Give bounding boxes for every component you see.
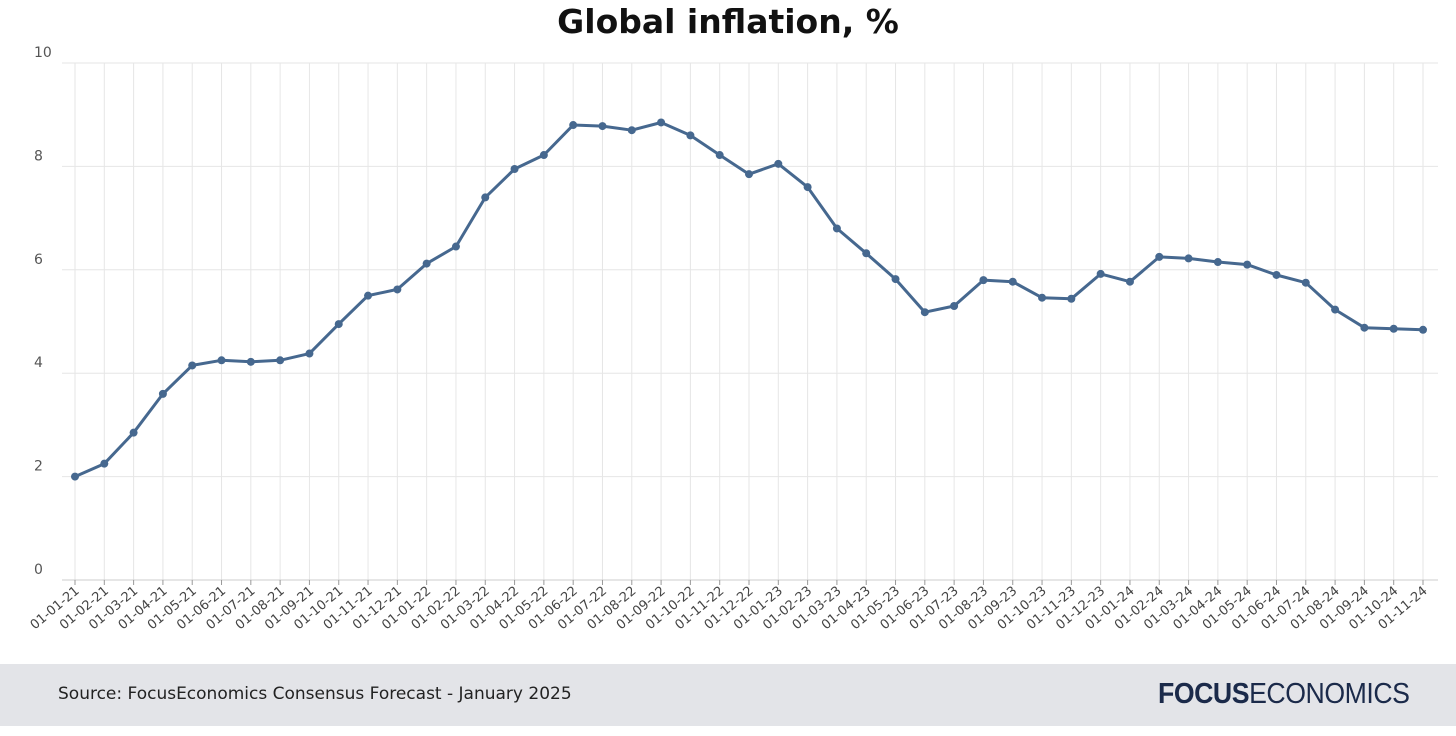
data-point[interactable] — [1213, 258, 1222, 267]
data-point[interactable] — [451, 242, 460, 251]
data-point[interactable] — [1360, 323, 1369, 332]
data-point[interactable] — [1184, 254, 1193, 263]
series-layer — [71, 118, 1427, 481]
y-tick-label: 4 — [34, 355, 43, 371]
data-point[interactable] — [774, 159, 783, 168]
data-point[interactable] — [920, 308, 929, 317]
data-point[interactable] — [217, 356, 226, 365]
data-point[interactable] — [686, 131, 695, 140]
data-point[interactable] — [1125, 277, 1134, 286]
data-point[interactable] — [1272, 270, 1281, 279]
data-point[interactable] — [305, 349, 314, 358]
data-point[interactable] — [71, 472, 79, 481]
data-point[interactable] — [1096, 269, 1105, 278]
data-point[interactable] — [1301, 278, 1310, 287]
data-point[interactable] — [510, 164, 519, 173]
footer-bar: Source: FocusEconomics Consensus Forecas… — [0, 664, 1456, 726]
data-point[interactable] — [100, 459, 109, 468]
data-point[interactable] — [950, 301, 959, 310]
data-point[interactable] — [1331, 305, 1340, 314]
y-tick-label: 2 — [34, 459, 43, 475]
chart-title: Global inflation, % — [557, 2, 899, 41]
y-tick-label: 6 — [34, 252, 43, 268]
data-point[interactable] — [1155, 252, 1164, 261]
data-point[interactable] — [1389, 324, 1398, 333]
data-point[interactable] — [393, 285, 402, 294]
data-point[interactable] — [129, 428, 138, 437]
data-point[interactable] — [657, 118, 666, 127]
data-point[interactable] — [276, 356, 285, 365]
data-point[interactable] — [979, 276, 988, 285]
data-point[interactable] — [246, 357, 255, 366]
data-point[interactable] — [715, 151, 724, 160]
y-tick-label: 8 — [34, 148, 43, 164]
data-point[interactable] — [627, 126, 636, 135]
brand-logo-light: ECONOMICS — [1249, 678, 1410, 710]
brand-logo: FOCUSECONOMICS — [1158, 678, 1410, 711]
data-point[interactable] — [745, 170, 753, 179]
data-point[interactable] — [422, 259, 431, 268]
data-point[interactable] — [803, 183, 812, 192]
data-point[interactable] — [1067, 294, 1076, 303]
data-point[interactable] — [364, 291, 373, 300]
data-point[interactable] — [1038, 293, 1047, 302]
data-point[interactable] — [598, 122, 607, 131]
data-point[interactable] — [569, 121, 578, 130]
data-point[interactable] — [891, 275, 900, 284]
source-note: Source: FocusEconomics Consensus Forecas… — [58, 684, 572, 704]
y-tick-label: 10 — [34, 45, 52, 61]
axis-layer: 024681001-01-2101-02-2101-03-2101-04-210… — [28, 45, 1438, 633]
data-point[interactable] — [158, 389, 167, 398]
grid-layer — [62, 62, 1438, 581]
line-chart: 024681001-01-2101-02-2101-03-2101-04-210… — [28, 45, 1438, 633]
data-point[interactable] — [862, 249, 871, 258]
data-point[interactable] — [1008, 277, 1017, 286]
data-point[interactable] — [188, 361, 197, 370]
data-point[interactable] — [334, 320, 343, 329]
brand-logo-bold: FOCUS — [1158, 678, 1250, 710]
data-point[interactable] — [1419, 325, 1427, 334]
data-point[interactable] — [832, 224, 841, 233]
data-point[interactable] — [1243, 260, 1252, 269]
data-point[interactable] — [539, 151, 548, 160]
data-point[interactable] — [481, 193, 490, 202]
y-tick-label: 0 — [34, 562, 43, 578]
